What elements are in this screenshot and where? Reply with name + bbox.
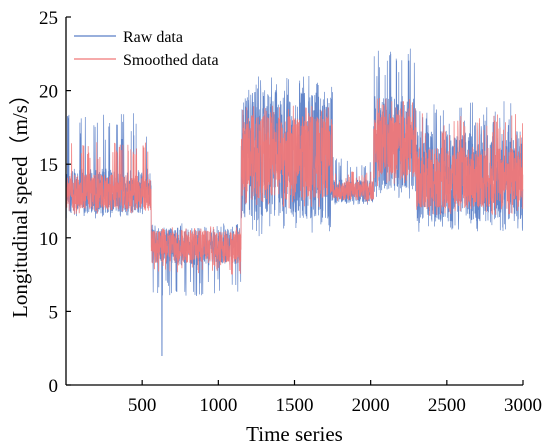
x-tick-label: 1500 xyxy=(276,395,314,416)
series-line-smoothed-data xyxy=(65,97,524,275)
y-tick-label: 0 xyxy=(49,376,59,397)
y-tick-label: 10 xyxy=(39,229,58,250)
x-tick-label: 2000 xyxy=(352,395,390,416)
x-tick-label: 1000 xyxy=(199,395,237,416)
plot-area xyxy=(65,48,524,356)
tick-labels: 500 1000 1500 2000 2500 3000 0 5 10 15 20 25 xyxy=(39,8,542,416)
y-tick-label: 20 xyxy=(39,82,58,103)
x-tick-label: 2500 xyxy=(428,395,466,416)
x-tick-label: 3000 xyxy=(504,395,542,416)
x-tick-label: 500 xyxy=(128,395,157,416)
legend-label-smoothed-data: Smoothed data xyxy=(123,52,219,69)
tick-marks xyxy=(66,16,524,386)
y-tick-label: 15 xyxy=(39,155,58,176)
y-tick-label: 5 xyxy=(49,302,59,323)
y-axis-title: Longitudinal speed（m/s） xyxy=(8,84,32,318)
legend: Raw data Smoothed data xyxy=(74,29,219,69)
legend-label-raw-data: Raw data xyxy=(123,29,183,46)
y-tick-label: 25 xyxy=(39,8,58,29)
x-axis-title: Time series xyxy=(246,422,343,446)
